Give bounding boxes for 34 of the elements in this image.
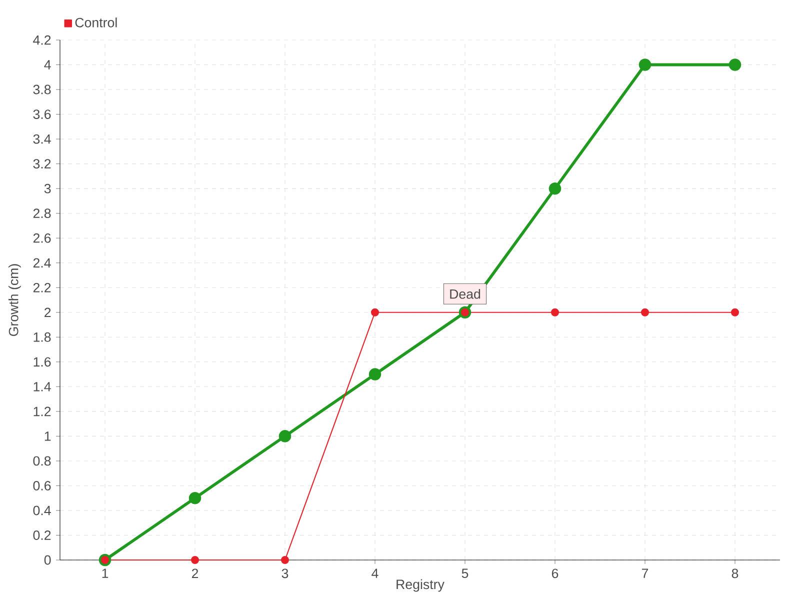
y-tick-label: 1.2 (34, 406, 51, 416)
y-tick-label: 3.2 (33, 159, 51, 169)
y-tick-label: 0 (44, 555, 51, 565)
y-tick-label: 0.4 (33, 506, 51, 516)
y-tick-label: 2.2 (33, 282, 51, 292)
y-tick-label: 2.6 (33, 233, 51, 243)
y-tick-label: 2.4 (33, 258, 51, 268)
x-axis-title: Registry (396, 579, 444, 592)
x-tick-label: 4 (372, 568, 378, 578)
x-tick-label: 3 (282, 568, 288, 578)
y-axis-title: Growth (cm) (8, 264, 21, 336)
y-tick-label: 4 (44, 60, 51, 70)
x-tick-label: 8 (732, 568, 738, 578)
y-tick-label: 2 (44, 308, 51, 318)
x-tick-label: 5 (462, 568, 468, 578)
y-tick-label: 0.2 (33, 530, 51, 540)
x-tick-label: 2 (192, 568, 198, 578)
y-tick-label: 2.8 (33, 208, 51, 218)
annotation: Dead (450, 288, 480, 299)
y-tick-label: 1.4 (34, 382, 51, 392)
y-tick-label: 3.4 (33, 134, 51, 144)
y-tick-label: 3.6 (33, 110, 51, 120)
x-tick-label: 1 (102, 568, 108, 578)
y-tick-label: 3.8 (33, 84, 51, 94)
y-tick-label: 1.8 (34, 332, 51, 342)
y-tick-label: 0.6 (33, 481, 51, 490)
x-tick-label: 7 (642, 568, 648, 578)
legend-label: Control (75, 18, 117, 28)
y-tick-label: 4.2 (33, 35, 51, 45)
y-tick-label: 3 (44, 184, 51, 194)
y-tick-label: 1.6 (34, 357, 51, 367)
y-tick-label: 0.8 (33, 456, 51, 466)
y-tick-label: 1 (44, 432, 51, 441)
x-tick-label: 6 (552, 568, 558, 578)
